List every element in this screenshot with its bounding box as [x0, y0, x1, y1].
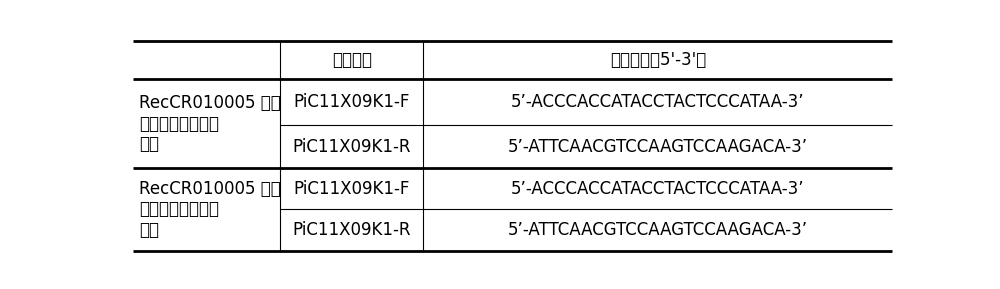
Text: PiC11X09K1-R: PiC11X09K1-R	[292, 138, 411, 155]
Text: 5’-ATTCAACGTCCAAGTCCAAGACA-3’: 5’-ATTCAACGTCCAAGTCCAAGACA-3’	[508, 138, 808, 155]
Text: 5’-ACCCACCATACCTACTCCCATAA-3’: 5’-ACCCACCATACCTACTCCCATAA-3’	[511, 180, 805, 198]
Text: PiC11X09K1-F: PiC11X09K1-F	[294, 93, 410, 111]
Text: PiC11X09K1-R: PiC11X09K1-R	[292, 221, 411, 239]
Text: PiC11X09K1-F: PiC11X09K1-F	[294, 180, 410, 198]
Text: RecCR010005 下游
同源重组片段扩增
引物: RecCR010005 下游 同源重组片段扩增 引物	[139, 94, 281, 153]
Text: RecCR010005 下游
同源重组片段测序
引物: RecCR010005 下游 同源重组片段测序 引物	[139, 179, 281, 239]
Text: 5’-ATTCAACGTCCAAGTCCAAGACA-3’: 5’-ATTCAACGTCCAAGTCCAAGACA-3’	[508, 221, 808, 239]
Text: 引物序列（5'-3'）: 引物序列（5'-3'）	[610, 51, 706, 69]
Text: 引物名称: 引物名称	[332, 51, 372, 69]
Text: 5’-ACCCACCATACCTACTCCCATAA-3’: 5’-ACCCACCATACCTACTCCCATAA-3’	[511, 93, 805, 111]
